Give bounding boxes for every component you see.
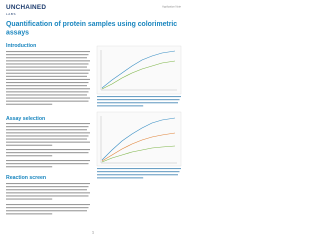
logo: UNCHAINED LABS: [6, 4, 46, 16]
text-line: [6, 183, 90, 185]
text-line: [97, 102, 178, 104]
figure: [96, 45, 182, 95]
page-number: 1: [92, 230, 94, 234]
text-line: [6, 198, 53, 200]
text-line: [6, 82, 89, 84]
figure: [96, 111, 182, 167]
text-line: [6, 163, 89, 165]
text-line: [6, 103, 53, 105]
text-line: [6, 135, 89, 137]
text-line: [6, 100, 89, 102]
page: UNCHAINED LABS Application Note Quantifi…: [6, 4, 182, 234]
text-line: [6, 97, 90, 99]
text-line: [97, 171, 180, 173]
body-text: [6, 51, 181, 215]
text-line: [6, 189, 87, 191]
title-line: assays: [6, 30, 29, 37]
text-line: [6, 213, 53, 215]
text-line: [6, 186, 89, 188]
text-line: [6, 88, 90, 90]
section-heading: Introduction: [6, 43, 36, 49]
text-line: [6, 60, 90, 62]
text-line: [6, 204, 90, 206]
text-line: [6, 144, 53, 146]
text-line: [6, 138, 87, 140]
section-heading: Assay selection: [6, 116, 45, 122]
title-line: Quantification of protein samples using …: [6, 21, 177, 28]
text-line: [6, 129, 87, 131]
text-line: [6, 155, 53, 157]
text-line: [6, 54, 89, 56]
doc-tag: Application Note: [162, 5, 181, 9]
text-line: [6, 123, 90, 125]
section-heading: Reaction screen: [6, 175, 46, 181]
text-line: [6, 75, 87, 77]
text-line: [6, 69, 90, 71]
text-line: [6, 160, 90, 162]
text-line: [6, 149, 90, 151]
text-line: [97, 174, 178, 176]
text-line: [6, 152, 89, 154]
text-line: [6, 210, 87, 212]
text-line: [6, 66, 87, 68]
text-line: [6, 126, 89, 128]
brand-sub: LABS: [6, 12, 16, 16]
text-line: [6, 166, 53, 168]
text-line: [6, 94, 87, 96]
text-line: [97, 168, 181, 170]
text-line: [97, 99, 180, 101]
text-line: [6, 141, 90, 143]
brand: UNCHAINED: [6, 4, 46, 11]
text-line: [6, 132, 90, 134]
text-line: [6, 207, 89, 209]
text-line: [6, 195, 89, 197]
text-line: [97, 105, 144, 107]
text-line: [6, 63, 89, 65]
text-line: [6, 72, 89, 74]
text-line: [6, 78, 90, 80]
text-line: [6, 85, 87, 87]
text-line: [6, 91, 89, 93]
text-line: [6, 192, 90, 194]
text-line: [97, 96, 181, 98]
text-line: [6, 51, 90, 53]
text-line: [6, 57, 87, 59]
text-line: [97, 177, 144, 179]
